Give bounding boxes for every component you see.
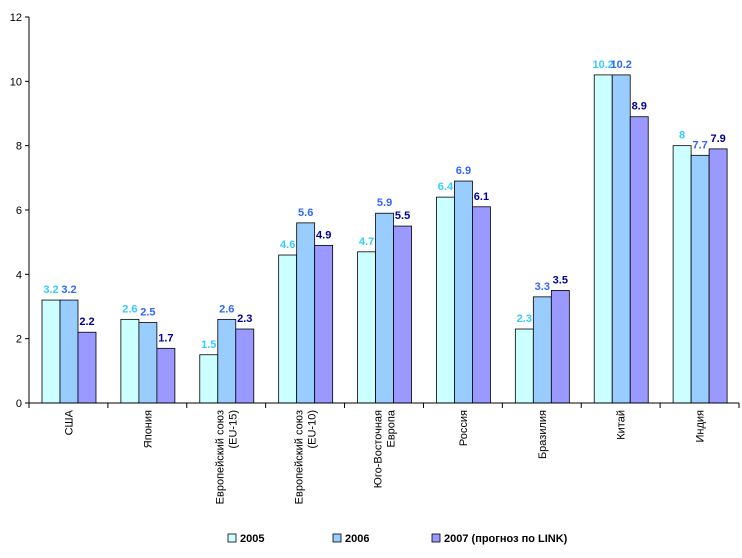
bar [375,212,394,404]
data-label: 2.3 [517,313,532,325]
legend-item: 2006 [332,533,369,545]
category-label: Япония [142,410,154,448]
bar [41,299,61,404]
data-label: 3.2 [61,284,76,296]
category-label: Европейский союз (EU-15) [215,410,240,504]
y-tick-labels: 0 2 4 6 8 10 12 [10,12,22,410]
y-tick-label: 12 [10,12,22,24]
category-label-line: Индия [695,410,707,443]
bar [672,145,692,404]
data-labels-layer: 3.22.61.54.6 4.76.42.310.283.22.5 2.65.65.… [43,59,725,351]
y-tick-label: 0 [16,398,22,410]
data-label: 10.2 [593,59,614,71]
data-label: 7.9 [710,133,725,145]
legend-label: 2006 [345,533,369,545]
category-labels: США Япония Европейский союз (EU-15) Европейс… [63,409,706,504]
category-label-line: (EU-15) [228,410,240,449]
bar [77,331,97,404]
category-label: Юго-Восточная Европа [373,409,398,488]
data-label: 5.5 [395,210,410,222]
data-label: 1.5 [201,339,216,351]
data-label: 2.3 [237,313,252,325]
data-label: 6.1 [474,191,489,203]
bar [514,328,534,404]
data-label: 2.6 [122,303,137,315]
data-label: 6.9 [456,165,471,177]
data-label: 5.6 [298,207,313,219]
bars-layer [41,74,728,404]
data-label: 8 [679,130,685,142]
category-label-line: Китай [616,410,628,440]
category-label: Бразилия [537,410,549,459]
category-label-line: Россия [458,410,470,446]
bar [138,322,158,404]
data-label: 2.5 [140,307,155,319]
bar [314,244,334,404]
bar [472,206,491,404]
category-label-line: Япония [142,410,154,448]
bar [59,299,79,404]
legend: 2005 2006 2007 (прогноз по LINK) [227,533,568,545]
category-label: Индия [695,410,707,443]
data-label: 2.2 [79,316,94,328]
bar [278,254,298,404]
bar [199,354,219,404]
axes-layer [25,16,740,408]
category-label-line: Европейский союз [215,410,227,504]
data-label: 8.9 [632,101,647,113]
category-label-line: (EU-10) [307,410,319,449]
category-label-line: Европа [386,409,398,447]
category-label: Китай [616,410,628,440]
legend-label: 2007 (прогноз по LINK) [444,533,568,545]
y-tick-label: 2 [16,334,22,346]
bar [611,74,631,404]
bar [690,154,710,404]
category-label-line: Европейский союз [294,410,306,504]
category-label-line: США [63,409,75,435]
y-tick-label: 4 [16,269,22,281]
data-label: 4.6 [280,239,295,251]
category-label-line: Бразилия [537,410,549,459]
data-label: 3.3 [535,281,550,293]
y-tick-label: 8 [16,141,22,153]
y-tick-label: 10 [10,76,22,88]
bar [217,318,237,404]
legend-label: 2005 [240,533,264,545]
bar [357,251,376,404]
bar [296,222,316,404]
bar [235,328,255,404]
bar [708,148,728,404]
data-label: 7.7 [692,139,707,151]
category-label-line: Юго-Восточная [373,410,385,488]
y-tick-label: 6 [16,205,22,217]
legend-item: 2007 (прогноз по LINK) [431,533,568,545]
bar [436,196,455,404]
bar [393,225,412,404]
data-label: 10.2 [611,59,632,71]
data-label: 5.9 [377,197,392,209]
bar [156,347,176,404]
data-label: 1.7 [158,332,173,344]
bar [120,318,140,404]
data-label: 3.5 [553,274,568,286]
bar [629,116,649,404]
category-label: Европейский союз (EU-10) [294,410,319,504]
legend-item: 2005 [227,533,264,545]
legend-swatch [332,533,342,543]
legend-swatch [227,533,237,543]
bar [532,296,552,404]
data-label: 6.4 [438,181,454,193]
category-label: Россия [458,410,470,446]
bar [550,290,570,404]
data-label: 4.7 [359,236,374,248]
legend-swatch [431,533,441,543]
category-label: США [63,409,75,435]
bar [593,74,613,404]
data-label: 3.2 [43,284,58,296]
data-label: 2.6 [219,303,234,315]
data-label: 4.9 [316,229,331,241]
bar [454,180,473,404]
